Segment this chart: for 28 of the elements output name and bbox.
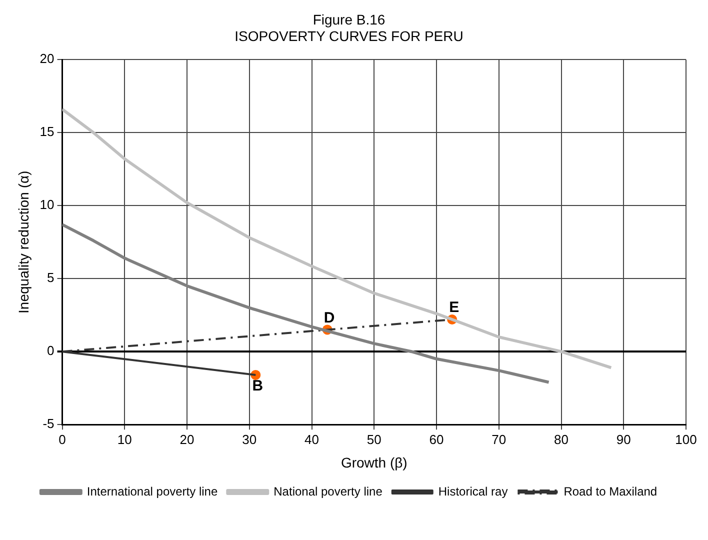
y-tick-label: -5 (42, 416, 54, 432)
x-tick-label: 10 (117, 432, 132, 447)
annotation: B (252, 378, 264, 395)
y-tick-label: 20 (40, 51, 54, 66)
chart-subtitle: ISOPOVERTY CURVES FOR PERU (234, 28, 464, 44)
x-tick-label: 90 (616, 432, 631, 447)
x-tick-label: 30 (242, 432, 257, 447)
x-tick-label: 60 (429, 432, 444, 447)
y-tick-label: 10 (40, 197, 54, 212)
y-tick-label: 5 (47, 270, 54, 286)
x-axis-title: Growth (β) (340, 454, 408, 470)
annotation: D (324, 309, 335, 326)
x-tick-label: 0 (58, 432, 66, 447)
chart-title: Figure B.16 (312, 11, 386, 28)
x-tick-label: 70 (492, 432, 506, 447)
annotation: E (449, 299, 460, 316)
x-tick-label: 100 (675, 432, 697, 447)
y-tick-label: 15 (40, 124, 54, 140)
x-tick-label: 20 (180, 432, 194, 447)
legend-label: Road to Maxiland (564, 484, 658, 498)
legend-label: International poverty line (86, 484, 218, 498)
y-axis-title: Inequality reduction (α) (15, 170, 32, 314)
x-tick-label: 50 (366, 432, 382, 447)
legend-label: National poverty line (274, 484, 383, 498)
legend-label: Historical ray (438, 484, 508, 498)
x-tick-label: 40 (304, 432, 319, 447)
x-tick-label: 80 (554, 432, 568, 447)
y-tick-label: 0 (47, 343, 54, 358)
